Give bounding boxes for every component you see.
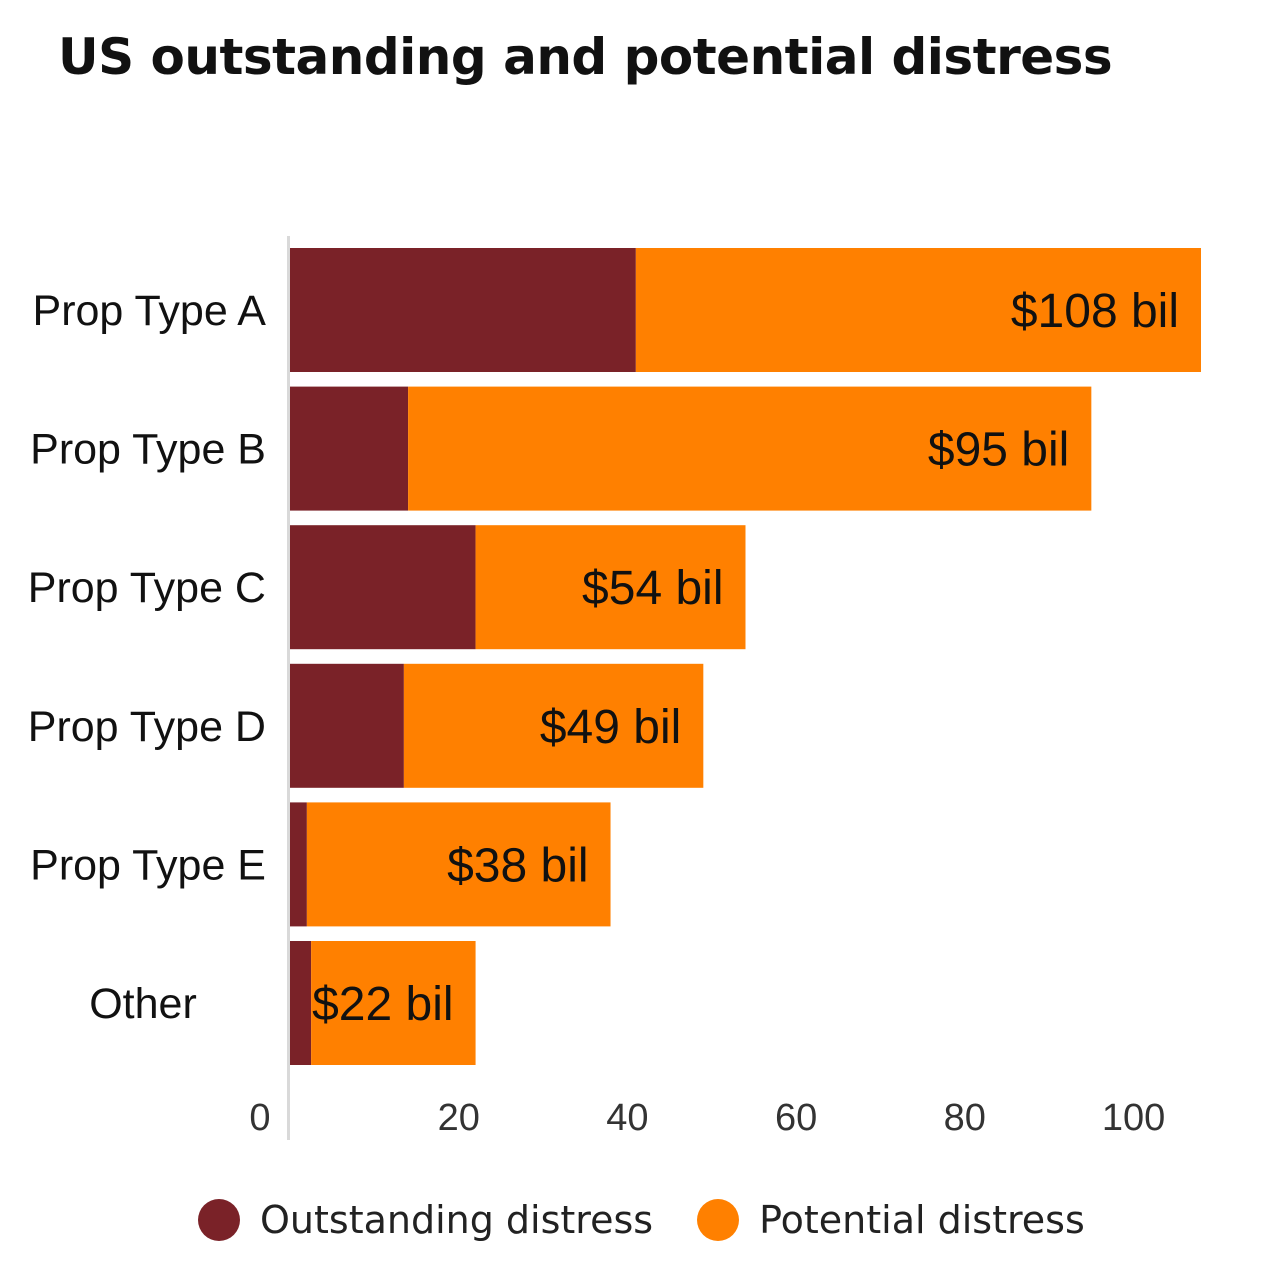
data-label-other: $22 bil (312, 978, 453, 1031)
x-tick-label-60: 60 (775, 1097, 817, 1139)
bar-outstanding-distress-prop-type-a (290, 248, 636, 372)
data-label-prop-type-e: $38 bil (447, 839, 588, 892)
x-tick-label-80: 80 (944, 1097, 986, 1139)
legend-item-outstanding: Outstanding distress (198, 1198, 653, 1242)
legend-label-outstanding: Outstanding distress (260, 1198, 654, 1242)
x-tick-label-100: 100 (1102, 1097, 1165, 1139)
category-label-prop-type-a: Prop Type A (33, 287, 267, 335)
bar-potential-distress-other (311, 941, 476, 1065)
legend-label-potential: Potential distress (759, 1198, 1085, 1242)
legend: Outstanding distress Potential distress (198, 1198, 1129, 1242)
legend-item-potential: Potential distress (697, 1198, 1085, 1242)
bar-outstanding-distress-other (290, 941, 312, 1065)
data-label-prop-type-b: $95 bil (928, 424, 1069, 477)
legend-swatch-potential (697, 1199, 740, 1241)
category-label-prop-type-c: Prop Type C (28, 564, 266, 612)
data-label-prop-type-d: $49 bil (540, 701, 681, 754)
bar-outstanding-distress-prop-type-b (290, 386, 409, 511)
bar-potential-distress-prop-type-a (635, 248, 1201, 372)
bar-potential-distress-prop-type-d (403, 663, 704, 788)
x-tick-label-40: 40 (606, 1097, 648, 1139)
chart-title: US outstanding and potential distress (58, 28, 1113, 86)
data-label-prop-type-c: $54 bil (582, 562, 723, 615)
data-label-prop-type-a: $108 bil (1011, 285, 1179, 338)
category-label-prop-type-b: Prop Type B (30, 426, 266, 474)
bar-potential-distress-prop-type-e (306, 802, 611, 927)
bar-potential-distress-prop-type-b (408, 386, 1092, 511)
category-label-prop-type-e: Prop Type E (30, 841, 266, 889)
bar-potential-distress-prop-type-c (475, 525, 746, 650)
category-label-other: Other (89, 980, 197, 1028)
category-label-prop-type-d: Prop Type D (28, 703, 266, 751)
x-tick-label-20: 20 (438, 1097, 480, 1139)
bar-outstanding-distress-prop-type-d (290, 663, 404, 788)
bar-outstanding-distress-prop-type-e (290, 802, 307, 927)
bar-outstanding-distress-prop-type-c (290, 525, 476, 650)
legend-swatch-outstanding (198, 1199, 240, 1241)
x-tick-label-0: 0 (249, 1097, 270, 1139)
